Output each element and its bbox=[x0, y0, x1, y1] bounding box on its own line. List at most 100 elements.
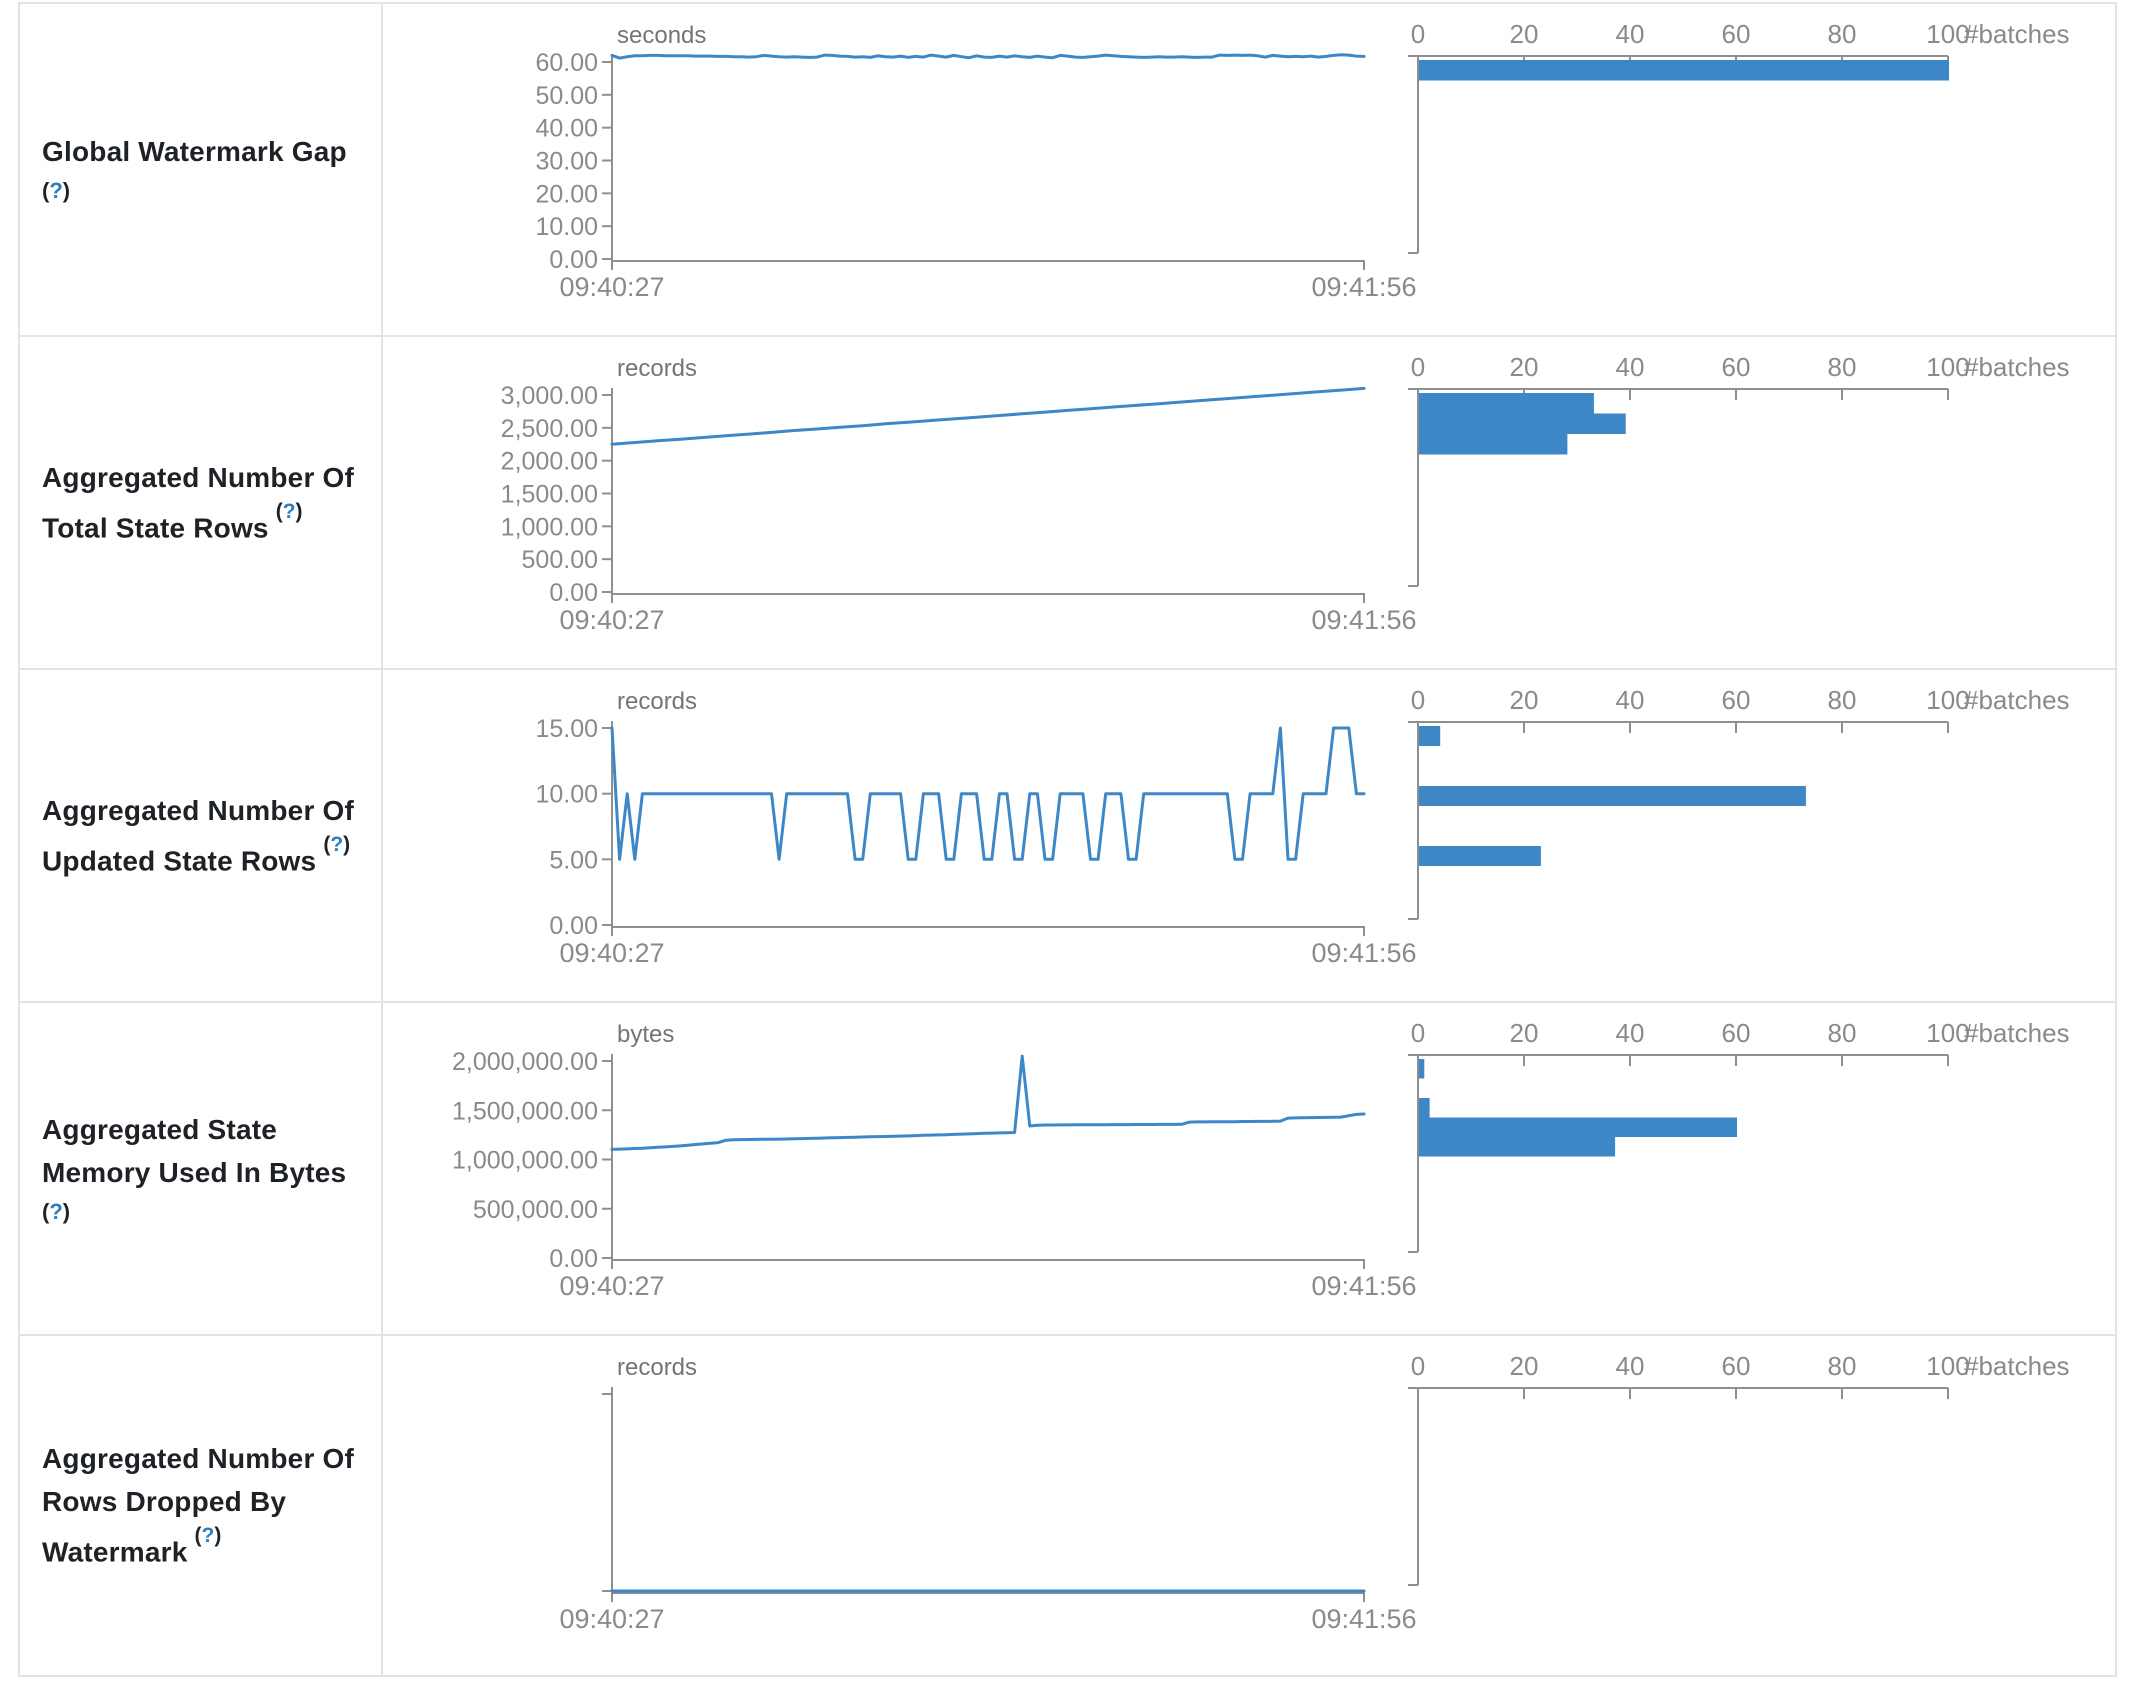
svg-text:20.00: 20.00 bbox=[535, 180, 598, 208]
svg-text:60.00: 60.00 bbox=[535, 49, 598, 77]
metric-title-line: Global Watermark Gap bbox=[42, 136, 347, 167]
svg-text:seconds: seconds bbox=[617, 22, 706, 49]
svg-text:50.00: 50.00 bbox=[535, 82, 598, 110]
metric-title-line: Updated State Rows(?) bbox=[42, 832, 351, 877]
svg-text:0: 0 bbox=[1411, 352, 1425, 382]
help-question-icon: ? bbox=[201, 1524, 215, 1548]
svg-text:80: 80 bbox=[1828, 1018, 1857, 1048]
svg-text:records: records bbox=[617, 1354, 697, 1381]
metric-title-line: Aggregated Number Of bbox=[42, 794, 355, 826]
svg-text:60: 60 bbox=[1722, 685, 1751, 715]
help-tooltip-link[interactable]: (?) bbox=[42, 1198, 71, 1224]
help-question-icon[interactable]: ? bbox=[49, 178, 63, 203]
timeline-and-histogram-chart: records 0.00 5.00 10.00 15.00 09:40:27 09:41:5… bbox=[535, 685, 2069, 968]
metric-charts-cell: bytes 0.00 500,000.00 1,000,000.00 1,500,000… bbox=[383, 1003, 2115, 1334]
svg-text:40: 40 bbox=[1616, 19, 1645, 49]
table-row: Global Watermark Gap (?) seconds 0.00 10.0… bbox=[20, 4, 2115, 337]
table-row: Aggregated State Memory Used In Bytes (?… bbox=[20, 1003, 2115, 1336]
svg-text:100: 100 bbox=[1926, 685, 1969, 715]
svg-text:10.00: 10.00 bbox=[535, 781, 598, 809]
svg-text:#batches: #batches bbox=[1964, 352, 2070, 382]
svg-text:40: 40 bbox=[1616, 685, 1645, 715]
svg-text:40: 40 bbox=[1616, 1351, 1645, 1381]
svg-text:5.00: 5.00 bbox=[549, 846, 598, 874]
svg-text:20: 20 bbox=[1510, 685, 1539, 715]
metric-label-cell: Aggregated Number Of Rows Dropped By Wat… bbox=[20, 1336, 383, 1675]
svg-text:0: 0 bbox=[1411, 19, 1425, 49]
svg-text:100: 100 bbox=[1926, 19, 1969, 49]
metric-title-line: Aggregated Number Of bbox=[42, 1443, 355, 1475]
svg-text:09:41:56: 09:41:56 bbox=[1311, 1604, 1416, 1634]
svg-text:09:41:56: 09:41:56 bbox=[1311, 272, 1416, 302]
svg-text:500,000.00: 500,000.00 bbox=[473, 1196, 598, 1224]
svg-text:09:40:27: 09:40:27 bbox=[559, 605, 664, 635]
svg-text:20: 20 bbox=[1510, 352, 1539, 382]
svg-text:09:40:27: 09:40:27 bbox=[559, 1604, 664, 1634]
svg-text:1,000.00: 1,000.00 bbox=[501, 513, 598, 541]
metric-charts-cell: records 0.00 5.00 10.00 15.00 09:40:27 09:41:5… bbox=[383, 670, 2115, 1001]
metric-label-cell: Global Watermark Gap (?) bbox=[20, 4, 383, 335]
help-question-icon: ? bbox=[282, 499, 296, 523]
svg-text:0.00: 0.00 bbox=[549, 912, 598, 940]
svg-text:60: 60 bbox=[1722, 19, 1751, 49]
svg-text:09:40:27: 09:40:27 bbox=[559, 272, 664, 302]
help-tooltip-link[interactable]: (?) bbox=[42, 178, 71, 203]
metric-label-cell: Aggregated Number Of Total State Rows(?) bbox=[20, 337, 383, 668]
metric-label-cell: Aggregated Number Of Updated State Rows(… bbox=[20, 670, 383, 1001]
svg-text:500.00: 500.00 bbox=[522, 546, 598, 574]
svg-text:80: 80 bbox=[1828, 19, 1857, 49]
svg-text:20: 20 bbox=[1510, 1018, 1539, 1048]
svg-text:100: 100 bbox=[1926, 1018, 1969, 1048]
svg-text:80: 80 bbox=[1828, 685, 1857, 715]
svg-text:1,500,000.00: 1,500,000.00 bbox=[452, 1097, 598, 1125]
svg-text:bytes: bytes bbox=[617, 1021, 674, 1048]
help-tooltip-link[interactable]: (?) bbox=[275, 499, 303, 523]
svg-text:3,000.00: 3,000.00 bbox=[501, 382, 598, 410]
svg-text:09:40:27: 09:40:27 bbox=[559, 938, 664, 968]
metric-title-line: Memory Used In Bytes bbox=[42, 1156, 347, 1188]
svg-text:records: records bbox=[617, 688, 697, 715]
metric-charts-cell: seconds 0.00 10.00 20.00 30.00 40.00 50.00 60.0… bbox=[383, 4, 2115, 335]
svg-text:1,500.00: 1,500.00 bbox=[501, 481, 598, 509]
svg-text:09:41:56: 09:41:56 bbox=[1311, 605, 1416, 635]
svg-text:09:41:56: 09:41:56 bbox=[1311, 938, 1416, 968]
metric-title-line: Rows Dropped By bbox=[42, 1486, 287, 1518]
help-question-icon: ? bbox=[330, 832, 344, 856]
svg-text:60: 60 bbox=[1722, 1018, 1751, 1048]
svg-text:40: 40 bbox=[1616, 352, 1645, 382]
svg-text:0: 0 bbox=[1411, 685, 1425, 715]
svg-text:0.00: 0.00 bbox=[549, 579, 598, 607]
help-question-icon[interactable]: ? bbox=[49, 1198, 63, 1224]
timeline-and-histogram-chart: records 09:40:27 09:41:56 0 20 40 60 80 100#batc… bbox=[559, 1351, 2069, 1634]
svg-text:10.00: 10.00 bbox=[535, 213, 598, 241]
svg-text:1,000,000.00: 1,000,000.00 bbox=[452, 1147, 598, 1175]
svg-text:2,500.00: 2,500.00 bbox=[501, 415, 598, 443]
metric-title-line: Aggregated Number Of bbox=[42, 461, 355, 493]
svg-text:80: 80 bbox=[1828, 352, 1857, 382]
svg-text:2,000.00: 2,000.00 bbox=[501, 448, 598, 476]
svg-text:0: 0 bbox=[1411, 1018, 1425, 1048]
help-tooltip-link[interactable]: (?) bbox=[194, 1524, 222, 1548]
svg-text:0.00: 0.00 bbox=[549, 246, 598, 274]
svg-text:100: 100 bbox=[1926, 1351, 1969, 1381]
svg-text:30.00: 30.00 bbox=[535, 148, 598, 176]
metric-charts-cell: records 0.00 500.00 1,000.00 1,500.00 2,000.0… bbox=[383, 337, 2115, 668]
metric-title-line: Watermark(?) bbox=[42, 1524, 222, 1568]
table-row: Aggregated Number Of Rows Dropped By Wat… bbox=[20, 1336, 2115, 1675]
timeline-and-histogram-chart: bytes 0.00 500,000.00 1,000,000.00 1,500,000… bbox=[452, 1018, 2070, 1301]
svg-text:20: 20 bbox=[1510, 19, 1539, 49]
metric-title-line: Aggregated State bbox=[42, 1113, 278, 1145]
timeline-and-histogram-chart: records 0.00 500.00 1,000.00 1,500.00 2,000.0… bbox=[501, 352, 2070, 635]
svg-text:records: records bbox=[617, 355, 697, 382]
svg-text:40.00: 40.00 bbox=[535, 115, 598, 143]
help-tooltip-link[interactable]: (?) bbox=[323, 832, 351, 856]
svg-text:#batches: #batches bbox=[1964, 1018, 2070, 1048]
svg-text:15.00: 15.00 bbox=[535, 715, 598, 743]
svg-text:80: 80 bbox=[1828, 1351, 1857, 1381]
svg-text:#batches: #batches bbox=[1964, 19, 2070, 49]
metric-charts-cell: records 09:40:27 09:41:56 0 20 40 60 80 100 #batc… bbox=[383, 1336, 2115, 1675]
table-row: Aggregated Number Of Updated State Rows(… bbox=[20, 670, 2115, 1003]
watermark-metrics-table: Global Watermark Gap (?) seconds 0.00 10.0… bbox=[18, 2, 2117, 1677]
metric-title-line: Total State Rows(?) bbox=[42, 499, 303, 544]
